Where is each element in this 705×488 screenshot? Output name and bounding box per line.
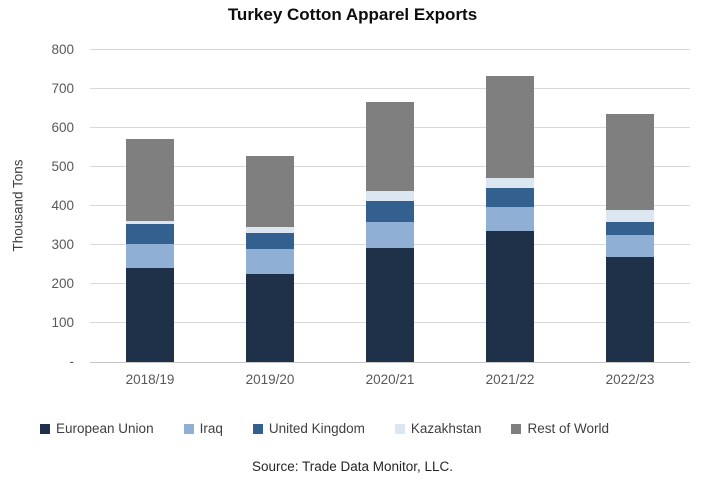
legend-item-iraq: Iraq: [183, 421, 223, 436]
legend-label: Iraq: [199, 421, 223, 436]
plot-area: [90, 49, 690, 363]
stacked-bar-2022/23: [606, 113, 654, 362]
y-tick-label-800: 800: [51, 42, 74, 57]
bar-segment-rest-of-world-2022/23: [606, 113, 654, 210]
y-tick-label-700: 700: [51, 81, 74, 96]
legend-swatch-icon: [511, 423, 522, 434]
bar-segment-kazakhstan-2020/21: [366, 191, 414, 201]
y-tick-label-300: 300: [51, 237, 74, 252]
x-axis-labels: 2018/19 2019/20 2020/21 2021/22 2022/23: [90, 372, 690, 387]
bar-segment-european-union-2022/23: [606, 256, 654, 362]
gridline-700: [90, 88, 690, 89]
bar-slot-2018/19: [90, 50, 210, 362]
y-tick-label-500: 500: [51, 159, 74, 174]
legend-label: United Kingdom: [268, 421, 365, 436]
bar-segment-iraq-2020/21: [366, 222, 414, 249]
bar-segment-rest-of-world-2019/20: [246, 156, 294, 228]
bar-slot-2019/20: [210, 50, 330, 362]
legend-label: Rest of World: [527, 421, 609, 436]
source-note: Source: Trade Data Monitor, LLC.: [251, 459, 454, 474]
bar-slot-2021/22: [450, 50, 570, 362]
x-tick-label-2021/22: 2021/22: [485, 372, 535, 387]
bar-segment-rest-of-world-2021/22: [486, 76, 534, 178]
bar-segment-iraq-2021/22: [486, 207, 534, 232]
y-tick-label-600: 600: [51, 120, 74, 135]
bar-slot-2022/23: [570, 50, 690, 362]
bar-segment-united-kingdom-2020/21: [366, 200, 414, 223]
legend: European Union Iraq United Kingdom Kazakhst…: [40, 421, 695, 436]
bar-segment-iraq-2022/23: [606, 234, 654, 257]
legend-label: Kazakhstan: [410, 421, 482, 436]
y-tick-label-0: -: [69, 354, 75, 369]
bar-segment-kazakhstan-2019/20: [246, 227, 294, 233]
legend-item-rest-of-world: Rest of World: [511, 421, 609, 436]
y-tick-label-100: 100: [51, 315, 74, 330]
bar-segment-united-kingdom-2022/23: [606, 221, 654, 235]
bars-container: [90, 50, 690, 362]
x-tick-label-2020/21: 2020/21: [365, 372, 415, 387]
legend-swatch-icon: [394, 423, 405, 434]
bar-segment-european-union-2020/21: [366, 248, 414, 362]
bar-segment-united-kingdom-2021/22: [486, 187, 534, 208]
bar-segment-kazakhstan-2018/19: [126, 220, 174, 224]
bar-segment-european-union-2019/20: [246, 274, 294, 362]
bar-segment-european-union-2021/22: [486, 231, 534, 362]
bar-segment-european-union-2018/19: [126, 268, 174, 362]
y-axis-labels: - 100 200 300 400 500 600 700 800: [0, 42, 82, 369]
stacked-bar-2019/20: [246, 156, 294, 362]
bar-slot-2020/21: [330, 50, 450, 362]
y-tick-label-400: 400: [51, 198, 74, 213]
bar-segment-kazakhstan-2022/23: [606, 209, 654, 222]
bar-segment-rest-of-world-2020/21: [366, 101, 414, 192]
stacked-bar-2020/21: [366, 101, 414, 362]
legend-label: European Union: [56, 421, 154, 436]
x-tick-label-2019/20: 2019/20: [245, 372, 295, 387]
bar-segment-united-kingdom-2019/20: [246, 232, 294, 250]
x-tick-label-2018/19: 2018/19: [125, 372, 175, 387]
gridline-0: [90, 362, 690, 363]
bar-segment-kazakhstan-2021/22: [486, 177, 534, 188]
legend-swatch-icon: [40, 423, 50, 434]
y-tick-label-200: 200: [51, 276, 74, 291]
legend-swatch-icon: [183, 423, 194, 434]
stacked-bar-2018/19: [126, 138, 174, 362]
bar-segment-iraq-2019/20: [246, 249, 294, 275]
legend-swatch-icon: [252, 423, 263, 434]
x-tick-label-2022/23: 2022/23: [605, 372, 655, 387]
legend-item-european-union: European Union: [40, 421, 154, 436]
chart-title: Turkey Cotton Apparel Exports: [227, 5, 478, 24]
legend-item-kazakhstan: Kazakhstan: [394, 421, 482, 436]
stacked-bar-2021/22: [486, 76, 534, 362]
bar-segment-rest-of-world-2018/19: [126, 138, 174, 221]
bar-segment-united-kingdom-2018/19: [126, 223, 174, 245]
bar-segment-iraq-2018/19: [126, 244, 174, 269]
gridline-800: [90, 49, 690, 50]
legend-item-united-kingdom: United Kingdom: [252, 421, 365, 436]
